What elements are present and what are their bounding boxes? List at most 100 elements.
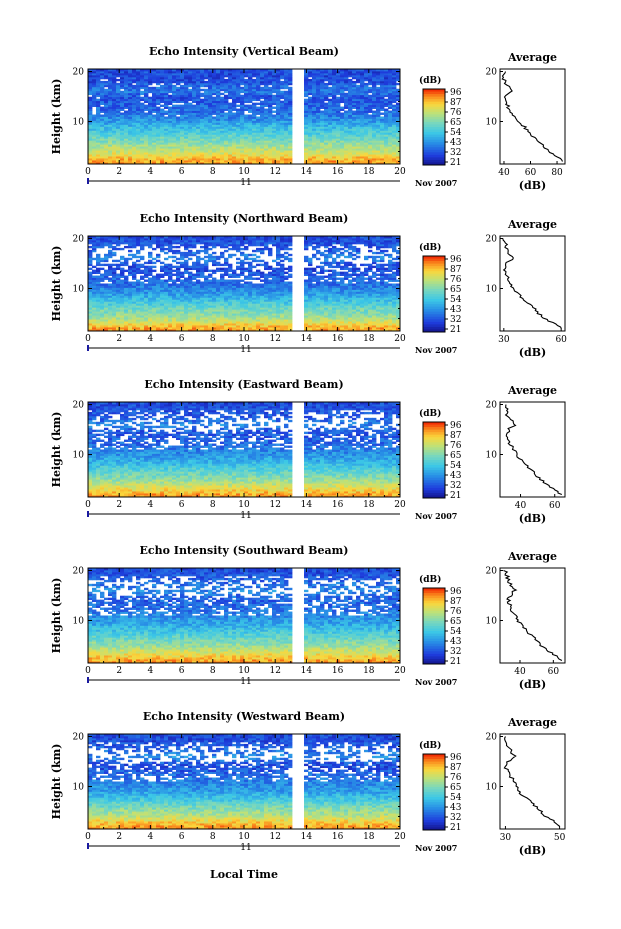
x-axis-label: Local Time [210, 868, 278, 881]
average-title: Average [507, 218, 557, 231]
x-tick-label: 20 [394, 167, 406, 177]
x-tick-label: 16 [332, 334, 344, 344]
colorbar-tick-label: 65 [450, 285, 462, 295]
colorbar [423, 588, 445, 665]
colorbar-tick-label: 54 [450, 461, 462, 471]
y-tick-label: 20 [73, 235, 85, 245]
colorbar-unit: (dB) [419, 740, 441, 751]
average-y-tick-label: 20 [486, 68, 498, 78]
x-tick-label: 20 [394, 666, 406, 676]
x-tick-label: 8 [210, 832, 216, 842]
average-x-tick-label: 80 [551, 168, 563, 178]
colorbar [423, 256, 445, 333]
average-profile: Average 20 10 40 60(dB) [486, 384, 566, 525]
average-title: Average [507, 384, 557, 397]
x-tick-label: 16 [332, 500, 344, 510]
colorbar-tick-label: 87 [450, 431, 462, 441]
colorbar-tick-label: 43 [450, 803, 462, 813]
colorbar-tick-label: 32 [450, 481, 461, 491]
x-tick-label: 16 [332, 167, 344, 177]
colorbar-tick-label: 43 [450, 637, 462, 647]
x-tick-label: 10 [238, 500, 250, 510]
day-label: 11 [240, 345, 251, 355]
colorbar-tick-label: 32 [450, 315, 461, 325]
colorbar-tick-label: 21 [450, 823, 461, 833]
average-frame [499, 733, 566, 830]
y-tick-label: 10 [73, 451, 85, 461]
colorbar-tick-label: 76 [450, 441, 462, 451]
day-label: 11 [240, 843, 251, 853]
heatmap-cells [88, 734, 401, 830]
average-x-tick-label: 40 [514, 667, 526, 677]
echo-panel-5: Echo Intensity (Westward Beam) 0 2 4 6 8 10 12 1… [50, 710, 566, 857]
average-title: Average [507, 51, 557, 64]
average-x-tick-label: 30 [500, 833, 512, 843]
average-frame [499, 401, 566, 498]
colorbar-unit: (dB) [419, 574, 441, 585]
y-axis-label: Height (km) [50, 246, 63, 322]
colorbar-tick-label: 21 [450, 491, 461, 501]
average-profile: Average 20 10 40 60(dB) [486, 550, 566, 691]
heatmap-cells [88, 236, 401, 332]
day-label: 11 [240, 178, 251, 188]
y-axis-label: Height (km) [50, 744, 63, 820]
average-y-tick-label: 10 [486, 783, 498, 793]
average-x-tick-label: 60 [549, 501, 561, 511]
panel-title: Echo Intensity (Westward Beam) [143, 710, 345, 723]
colorbar-tick-label: 87 [450, 763, 462, 773]
average-title: Average [507, 550, 557, 563]
colorbar-tick-label: 96 [450, 255, 462, 265]
echo-panel-2: Echo Intensity (Northward Beam) 0 2 4 6 8 10 12… [50, 212, 567, 359]
x-tick-label: 6 [179, 334, 185, 344]
x-tick-label: 8 [210, 500, 216, 510]
colorbar-tick-label: 65 [450, 783, 462, 793]
panel-title: Echo Intensity (Vertical Beam) [149, 45, 339, 58]
colorbar-tick-label: 76 [450, 773, 462, 783]
average-line [503, 736, 561, 827]
average-y-tick-label: 10 [486, 118, 498, 128]
x-tick-label: 18 [363, 334, 375, 344]
average-line [502, 238, 562, 329]
colorbar-tick-label: 54 [450, 627, 462, 637]
average-xlabel: (dB) [519, 346, 546, 359]
average-x-tick-label: 40 [515, 501, 527, 511]
x-tick-label: 0 [85, 832, 91, 842]
day-label: 11 [240, 511, 251, 521]
y-tick-label: 20 [73, 68, 85, 78]
average-y-tick-label: 20 [486, 567, 498, 577]
month-label: Nov 2007 [415, 511, 457, 521]
x-tick-label: 6 [179, 832, 185, 842]
colorbar [423, 754, 445, 831]
colorbar-tick-label: 96 [450, 753, 462, 763]
colorbar-tick-label: 54 [450, 295, 462, 305]
x-tick-label: 2 [116, 334, 122, 344]
colorbar-tick-label: 54 [450, 128, 462, 138]
panel-title: Echo Intensity (Southward Beam) [140, 544, 349, 557]
average-title: Average [507, 716, 557, 729]
panel-title: Echo Intensity (Eastward Beam) [144, 378, 343, 391]
x-tick-label: 20 [394, 500, 406, 510]
average-x-tick-label: 40 [498, 168, 510, 178]
colorbar-tick-label: 87 [450, 265, 462, 275]
x-tick-label: 14 [301, 832, 313, 842]
data-gap [293, 568, 304, 663]
x-tick-label: 18 [363, 832, 375, 842]
average-x-tick-label: 30 [498, 335, 510, 345]
x-tick-label: 14 [301, 666, 313, 676]
day-label: 11 [240, 677, 251, 687]
average-profile: Average 20 10 30 50 (dB) [486, 716, 566, 857]
y-tick-label: 10 [73, 783, 85, 793]
average-x-tick-label: 50 [554, 833, 566, 843]
x-tick-label: 18 [363, 167, 375, 177]
x-tick-label: 20 [394, 832, 406, 842]
colorbar-tick-label: 43 [450, 471, 462, 481]
x-tick-label: 2 [116, 666, 122, 676]
x-tick-label: 12 [269, 666, 280, 676]
average-y-tick-label: 20 [486, 235, 498, 245]
x-tick-label: 0 [85, 167, 91, 177]
colorbar-tick-label: 43 [450, 138, 462, 148]
colorbar-tick-label: 76 [450, 275, 462, 285]
average-xlabel: (dB) [519, 512, 546, 525]
colorbar-tick-label: 32 [450, 148, 461, 158]
